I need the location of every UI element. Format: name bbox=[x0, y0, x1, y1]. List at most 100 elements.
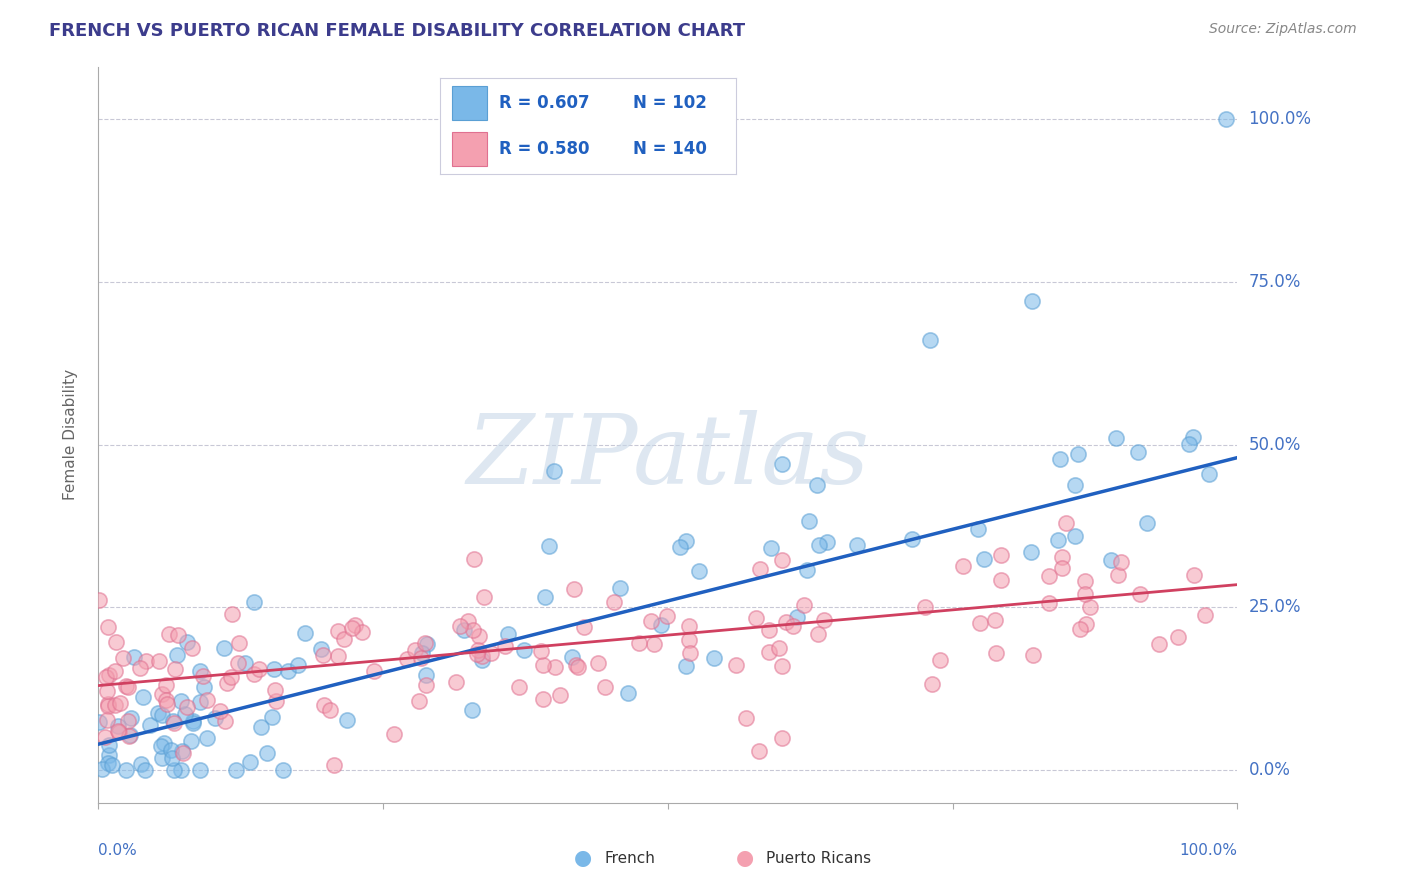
Point bbox=[444, 675, 467, 690]
Point bbox=[243, 595, 266, 609]
Point bbox=[1080, 599, 1102, 614]
Point bbox=[160, 742, 183, 756]
Point bbox=[336, 713, 359, 727]
Point bbox=[1099, 553, 1122, 567]
Point bbox=[155, 678, 177, 692]
Point bbox=[1064, 529, 1087, 543]
Point bbox=[1049, 451, 1071, 466]
Point bbox=[180, 641, 202, 656]
Point bbox=[191, 669, 214, 683]
Point bbox=[609, 581, 631, 595]
Point bbox=[758, 624, 780, 638]
Text: 0.0%: 0.0% bbox=[1249, 761, 1291, 780]
Point bbox=[250, 720, 273, 734]
Point bbox=[990, 573, 1012, 587]
Point bbox=[749, 562, 772, 576]
Point bbox=[465, 647, 488, 661]
Point bbox=[1215, 112, 1237, 126]
Point bbox=[1038, 596, 1060, 610]
Point bbox=[225, 763, 247, 777]
Point bbox=[650, 617, 672, 632]
Point bbox=[263, 663, 285, 677]
Point bbox=[990, 549, 1012, 563]
Point bbox=[256, 746, 278, 760]
Point bbox=[815, 535, 838, 549]
Point bbox=[326, 624, 349, 638]
Point bbox=[344, 617, 367, 632]
Point bbox=[929, 653, 952, 667]
Point bbox=[508, 680, 530, 694]
Point bbox=[183, 714, 205, 728]
Point bbox=[1069, 623, 1091, 637]
Point bbox=[1136, 516, 1159, 530]
Point bbox=[640, 614, 662, 628]
Point bbox=[914, 600, 936, 615]
Text: 100.0%: 100.0% bbox=[1249, 110, 1312, 128]
Point bbox=[793, 599, 815, 613]
Point bbox=[1050, 549, 1073, 564]
Point bbox=[758, 645, 780, 659]
Point bbox=[217, 675, 239, 690]
Point bbox=[340, 621, 363, 635]
Point bbox=[678, 619, 700, 633]
Point bbox=[745, 610, 768, 624]
Point bbox=[188, 763, 211, 777]
Point bbox=[166, 628, 188, 642]
Point bbox=[724, 658, 747, 673]
Point bbox=[96, 684, 118, 698]
Point bbox=[404, 643, 426, 657]
Point bbox=[415, 668, 437, 682]
Point bbox=[108, 696, 131, 710]
Text: 0.0%: 0.0% bbox=[98, 843, 138, 858]
Point bbox=[775, 615, 797, 629]
Point bbox=[562, 582, 585, 597]
Point bbox=[238, 756, 260, 770]
Point bbox=[153, 736, 176, 750]
Text: Puerto Ricans: Puerto Ricans bbox=[766, 851, 872, 865]
Point bbox=[967, 522, 990, 536]
Point bbox=[1021, 294, 1043, 309]
Point bbox=[530, 643, 553, 657]
Point bbox=[770, 553, 793, 567]
Point bbox=[139, 718, 162, 732]
Point bbox=[496, 627, 519, 641]
Point bbox=[472, 590, 495, 604]
Point bbox=[326, 648, 349, 663]
Point bbox=[193, 680, 215, 694]
Point bbox=[1067, 447, 1090, 461]
Point bbox=[107, 723, 129, 738]
Point bbox=[471, 649, 494, 664]
Point bbox=[1107, 567, 1129, 582]
Point bbox=[263, 682, 285, 697]
Point bbox=[260, 710, 283, 724]
Point bbox=[117, 714, 139, 728]
Y-axis label: Female Disability: Female Disability bbox=[63, 369, 77, 500]
Point bbox=[768, 641, 790, 656]
Text: ●: ● bbox=[575, 848, 592, 868]
Point bbox=[118, 729, 141, 743]
Point bbox=[195, 693, 218, 707]
Point bbox=[107, 718, 129, 732]
Point bbox=[176, 635, 198, 649]
Point bbox=[627, 636, 650, 650]
Point bbox=[163, 715, 186, 730]
Point bbox=[243, 667, 266, 681]
Text: FRENCH VS PUERTO RICAN FEMALE DISABILITY CORRELATION CHART: FRENCH VS PUERTO RICAN FEMALE DISABILITY… bbox=[49, 22, 745, 40]
Point bbox=[90, 762, 112, 776]
Point bbox=[264, 694, 287, 708]
Point bbox=[408, 694, 430, 708]
Point bbox=[494, 639, 516, 653]
Point bbox=[97, 756, 120, 771]
Point bbox=[277, 664, 299, 678]
Point bbox=[146, 706, 169, 720]
Text: 50.0%: 50.0% bbox=[1249, 435, 1301, 454]
Point bbox=[89, 592, 111, 607]
Point bbox=[574, 619, 596, 633]
Text: 100.0%: 100.0% bbox=[1180, 843, 1237, 858]
Point bbox=[97, 667, 120, 681]
Point bbox=[1147, 637, 1170, 651]
Point bbox=[108, 725, 131, 739]
Point bbox=[172, 746, 194, 760]
Point bbox=[395, 652, 418, 666]
Point bbox=[544, 660, 567, 674]
